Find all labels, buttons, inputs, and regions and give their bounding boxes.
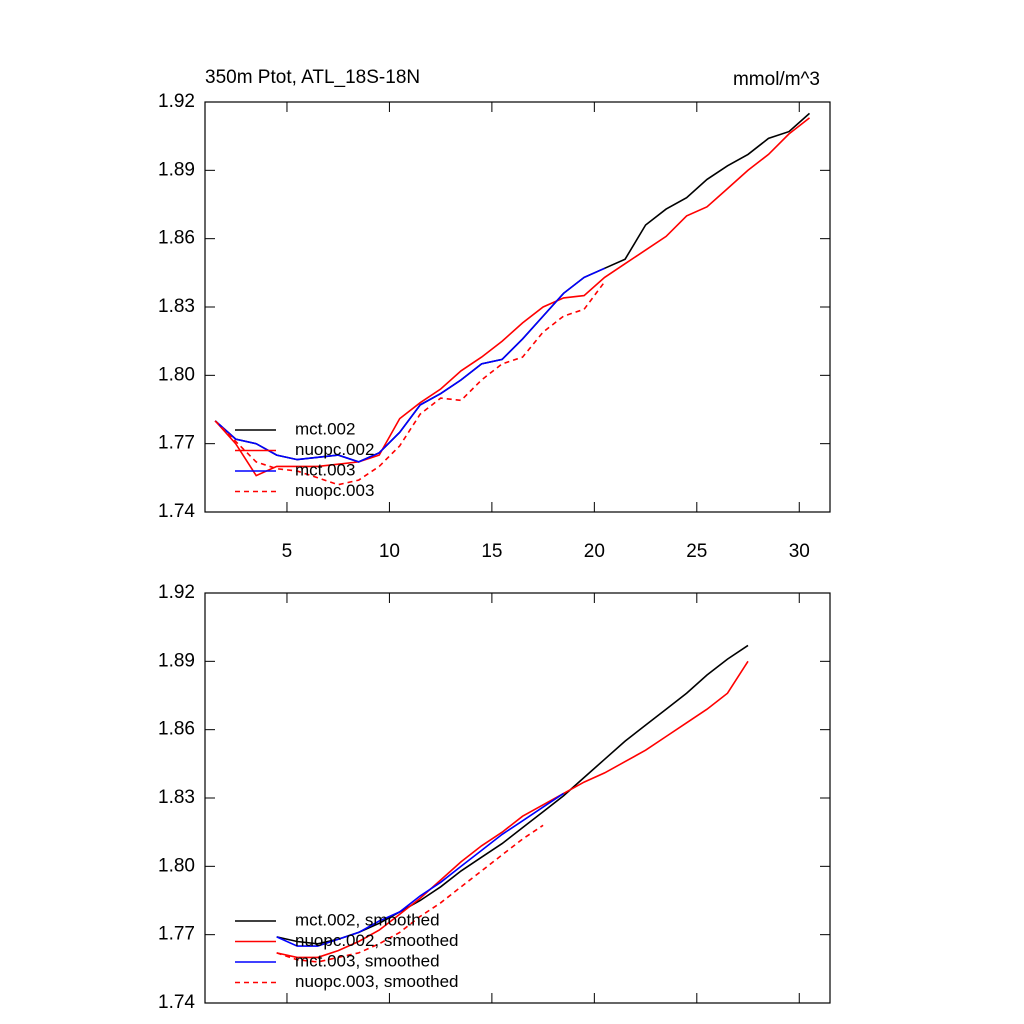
y-tick-label: 1.92 <box>158 582 195 603</box>
y-tick-label: 1.74 <box>158 501 195 522</box>
legend-label: nuopc.003, smoothed <box>295 972 459 991</box>
series-line <box>276 660 749 959</box>
y-tick-label: 1.74 <box>158 992 195 1013</box>
x-tick-label: 20 <box>584 541 605 562</box>
series-line <box>276 792 565 947</box>
y-tick-label: 1.77 <box>158 924 195 945</box>
y-tick-label: 1.86 <box>158 228 195 249</box>
series-line <box>214 117 810 477</box>
x-tick-label: 25 <box>686 541 707 562</box>
series-line <box>214 281 606 486</box>
y-tick-label: 1.80 <box>158 855 195 876</box>
series-line <box>214 267 605 463</box>
legend-label: nuopc.002, smoothed <box>295 931 459 950</box>
x-tick-label: 5 <box>282 541 293 562</box>
y-tick-label: 1.89 <box>158 650 195 671</box>
legend-label: nuopc.002 <box>295 440 374 459</box>
y-tick-label: 1.83 <box>158 296 195 317</box>
legend-label: mct.002, smoothed <box>295 910 440 929</box>
x-tick-label: 15 <box>481 541 502 562</box>
legend-label: mct.003, smoothed <box>295 951 440 970</box>
x-tick-label: 30 <box>789 541 810 562</box>
legend-label: mct.003 <box>295 460 355 479</box>
y-tick-label: 1.89 <box>158 159 195 180</box>
legend-label: mct.002 <box>295 419 355 438</box>
y-tick-label: 1.83 <box>158 787 195 808</box>
series-line <box>276 644 749 945</box>
y-tick-label: 1.80 <box>158 364 195 385</box>
y-tick-label: 1.86 <box>158 719 195 740</box>
series-line <box>276 824 544 963</box>
x-tick-label: 10 <box>379 541 400 562</box>
legend-label: nuopc.003 <box>295 481 374 500</box>
y-tick-label: 1.92 <box>158 91 195 112</box>
units-label: mmol/m^3 <box>733 69 820 90</box>
y-tick-label: 1.77 <box>158 433 195 454</box>
chart-title: 350m Ptot, ATL_18S-18N <box>205 67 420 88</box>
series-line <box>214 112 811 463</box>
